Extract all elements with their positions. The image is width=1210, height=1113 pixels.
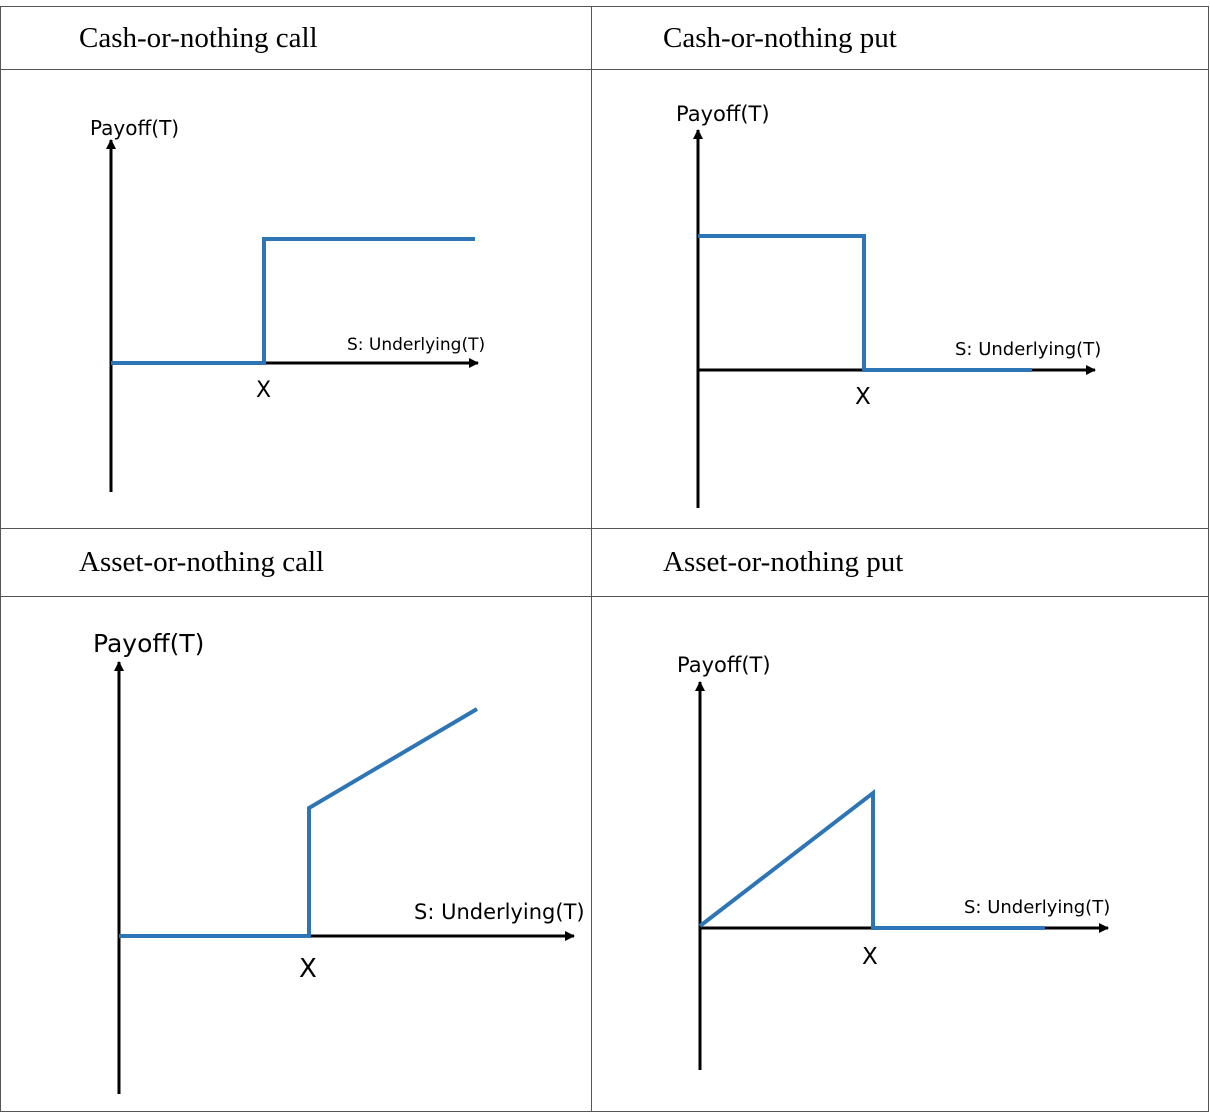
x-axis-label: S: Underlying(T) — [955, 339, 1102, 360]
cell-caption-asset-or-nothing-call: Asset-or-nothing call — [79, 546, 325, 578]
cash-or-nothing-call-diagram — [106, 139, 479, 492]
x-axis-label: S: Underlying(T) — [964, 897, 1111, 918]
cash-or-nothing-put-diagram — [693, 129, 1096, 508]
cell-caption-cash-or-nothing-call: Cash-or-nothing call — [79, 22, 318, 54]
y-axis-label: Payoff(T) — [90, 116, 180, 140]
asset-or-nothing-call-diagram — [114, 661, 575, 1094]
payoff-line — [698, 788, 1045, 930]
x-axis-label: S: Underlying(T) — [347, 335, 486, 355]
y-axis-label: Payoff(T) — [677, 653, 771, 677]
x-axis-label: S: Underlying(T) — [414, 900, 585, 924]
table-outer-border — [0, 6, 1209, 1112]
cell-caption-cash-or-nothing-put: Cash-or-nothing put — [663, 22, 897, 54]
y-axis-label: Payoff(T) — [676, 102, 770, 126]
payoff-line — [119, 707, 479, 938]
cell-caption-asset-or-nothing-put: Asset-or-nothing put — [663, 546, 904, 578]
strike-label: X — [256, 378, 272, 403]
strike-label: X — [299, 954, 317, 984]
y-axis-label: Payoff(T) — [93, 629, 205, 658]
payoff-line — [698, 234, 1032, 372]
strike-label: X — [855, 384, 871, 410]
asset-or-nothing-put-diagram — [695, 681, 1109, 1070]
table-grid — [0, 6, 1209, 1112]
payoff-line — [111, 237, 475, 365]
strike-label: X — [862, 944, 878, 970]
